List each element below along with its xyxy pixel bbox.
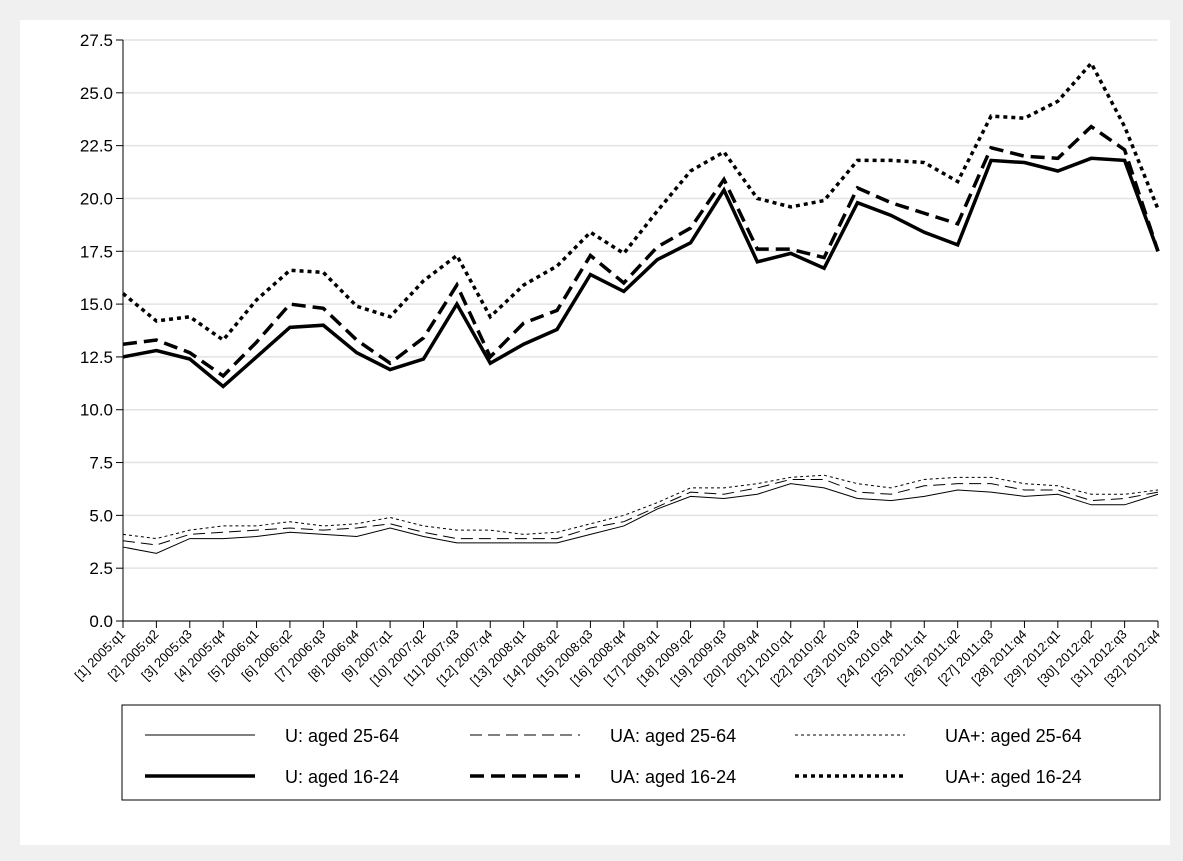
legend-label: U: aged 16-24 (285, 767, 399, 787)
series-line (122, 474, 1159, 540)
legend-label: U: aged 25-64 (285, 726, 399, 746)
y-tick-label: 12.5 (80, 348, 113, 367)
y-tick-label: 0.0 (89, 612, 113, 631)
series-line (122, 478, 1159, 546)
y-tick-label: 22.5 (80, 137, 113, 156)
series-line (122, 124, 1160, 379)
y-tick-label: 17.5 (80, 242, 113, 261)
y-tick-label: 7.5 (89, 454, 113, 473)
y-tick-label: 20.0 (80, 189, 113, 208)
legend-label: UA: aged 25-64 (610, 726, 736, 746)
y-tick-label: 2.5 (89, 559, 113, 578)
series-line (121, 60, 1160, 343)
y-tick-label: 5.0 (89, 506, 113, 525)
series-line (122, 156, 1160, 389)
y-tick-label: 27.5 (80, 31, 113, 50)
y-tick-label: 10.0 (80, 401, 113, 420)
legend-label: UA+: aged 25-64 (945, 726, 1082, 746)
y-tick-label: 15.0 (80, 295, 113, 314)
legend-label: UA: aged 16-24 (610, 767, 736, 787)
legend-label: UA+: aged 16-24 (945, 767, 1082, 787)
legend-box (121, 704, 1161, 801)
y-tick-label: 25.0 (80, 84, 113, 103)
series-line (122, 483, 1159, 554)
